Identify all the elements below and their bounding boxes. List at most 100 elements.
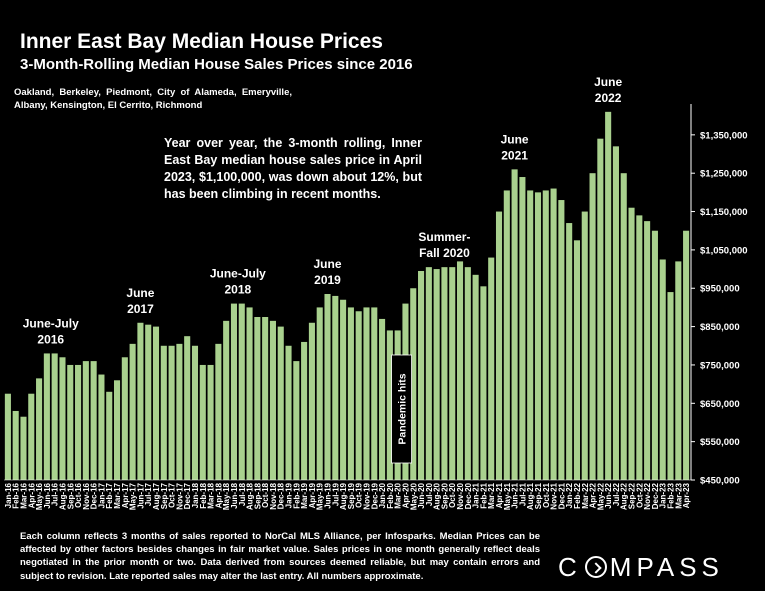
bar-Aug-20 [433, 269, 440, 480]
x-tick-label: Feb-17 [105, 482, 114, 508]
bar-Jun-16 [43, 353, 50, 480]
bar-Dec-22 [651, 230, 658, 480]
x-tick-label: Apr-21 [495, 482, 504, 508]
x-tick-label: Sep-20 [440, 482, 449, 509]
x-tick-label: Jan-16 [4, 482, 13, 508]
bar-Jan-19 [285, 345, 292, 480]
bar-Jan-20 [379, 318, 386, 480]
bar-Aug-18 [246, 307, 253, 480]
logo-letter-c: C [558, 552, 582, 582]
chart-title: Inner East Bay Median House Prices [20, 30, 383, 53]
x-tick-label: Feb-16 [12, 482, 21, 508]
bar-May-19 [316, 307, 323, 480]
x-tick-label: Jun-20 [417, 482, 426, 508]
x-tick-label: Jun-19 [324, 482, 333, 508]
peak-annotation: 2022 [595, 91, 622, 105]
peak-annotation: Fall 2020 [419, 246, 470, 260]
x-tick-label: Jul-18 [238, 482, 247, 506]
x-tick-label: Feb-20 [386, 482, 395, 508]
x-tick-label: Apr-17 [121, 482, 130, 508]
bar-Feb-17 [106, 391, 113, 480]
x-tick-label: Nov-16 [82, 482, 91, 509]
bar-Sep-19 [347, 307, 354, 480]
bar-Dec-19 [371, 307, 378, 480]
x-tick-label: Jun-21 [511, 482, 520, 508]
x-tick-label: Sep-18 [253, 482, 262, 509]
bar-Nov-18 [269, 320, 276, 480]
bar-Dec-21 [558, 200, 565, 481]
bar-Feb-19 [293, 361, 300, 480]
bar-Nov-22 [644, 221, 651, 480]
bar-Dec-18 [277, 326, 284, 480]
x-tick-label: Mar-22 [581, 482, 590, 508]
x-tick-label: Mar-20 [394, 482, 403, 508]
x-tick-label: Nov-19 [362, 482, 371, 509]
y-tick-label: $550,000 [700, 437, 740, 448]
bar-Sep-20 [441, 267, 448, 480]
pandemic-label: Pandemic hits [397, 373, 409, 444]
bar-Feb-23 [667, 292, 674, 480]
bar-Aug-16 [59, 357, 66, 480]
x-tick-label: Dec-17 [183, 482, 192, 509]
footnote: Each column reflects 3 months of sales r… [20, 531, 540, 582]
peak-annotation: Summer- [418, 230, 470, 244]
peak-annotation: 2021 [501, 148, 528, 162]
x-tick-label: Nov-22 [643, 482, 652, 509]
x-tick-label: Jan-19 [285, 482, 294, 508]
bar-Oct-18 [262, 317, 269, 480]
bar-Sep-18 [254, 317, 261, 480]
x-tick-label: May-22 [596, 482, 605, 510]
bar-Jun-19 [324, 294, 331, 480]
x-tick-label: Jan-18 [191, 482, 200, 508]
y-tick-label: $1,250,000 [700, 169, 748, 180]
x-tick-label: Jul-19 [331, 482, 340, 506]
bar-Jul-18 [238, 303, 245, 480]
logo-letters-mpass: MPASS [609, 552, 724, 582]
x-tick-label: Feb-19 [292, 482, 301, 508]
x-tick-label: Jan-20 [378, 482, 387, 508]
bar-Mar-23 [675, 261, 682, 480]
peak-annotation: June [594, 75, 622, 89]
bar-Apr-21 [495, 211, 503, 481]
x-tick-label: Dec-22 [651, 482, 660, 509]
x-tick-label: Aug-20 [433, 482, 442, 510]
x-tick-label: Mar-21 [487, 482, 496, 508]
bar-Feb-22 [573, 240, 581, 480]
x-tick-label: Apr-19 [308, 482, 317, 508]
x-tick-label: Mar-18 [207, 482, 216, 508]
x-tick-label: Mar-23 [674, 482, 683, 508]
bar-Nov-16 [82, 361, 89, 480]
peak-annotation: 2018 [225, 283, 252, 297]
bar-Jan-22 [566, 223, 573, 481]
bar-Aug-19 [340, 299, 347, 480]
bar-Oct-20 [449, 267, 456, 480]
x-tick-label: Jun-22 [604, 482, 613, 508]
x-tick-label: Nov-18 [269, 482, 278, 509]
x-tick-label: Aug-17 [152, 482, 161, 510]
bar-Jul-17 [145, 324, 152, 480]
bar-Dec-17 [184, 336, 191, 480]
bar-May-22 [597, 138, 604, 480]
peak-annotation: June [314, 257, 342, 271]
bar-Feb-18 [199, 364, 206, 480]
bar-Nov-21 [550, 188, 557, 481]
x-tick-label: Aug-22 [620, 482, 629, 510]
peak-annotation: June [501, 132, 529, 146]
x-tick-label: Jul-20 [425, 482, 434, 506]
x-tick-label: Aug-16 [58, 482, 67, 510]
bar-Jan-21 [472, 274, 479, 480]
bar-Mar-18 [207, 364, 214, 480]
y-tick-label: $1,150,000 [700, 207, 748, 218]
bar-Jun-21 [511, 169, 518, 481]
bar-Oct-21 [542, 190, 549, 480]
y-tick-label: $750,000 [700, 360, 740, 371]
x-tick-label: Dec-18 [277, 482, 286, 509]
x-tick-label: Mar-19 [300, 482, 309, 508]
x-tick-label: Jul-21 [518, 482, 527, 506]
x-tick-label: Dec-20 [464, 482, 473, 509]
x-tick-label: May-18 [222, 482, 231, 510]
y-tick-label: $1,350,000 [700, 130, 748, 141]
bar-Sep-17 [160, 345, 167, 480]
bar-Jan-17 [98, 374, 105, 480]
bar-Jan-16 [4, 393, 11, 480]
